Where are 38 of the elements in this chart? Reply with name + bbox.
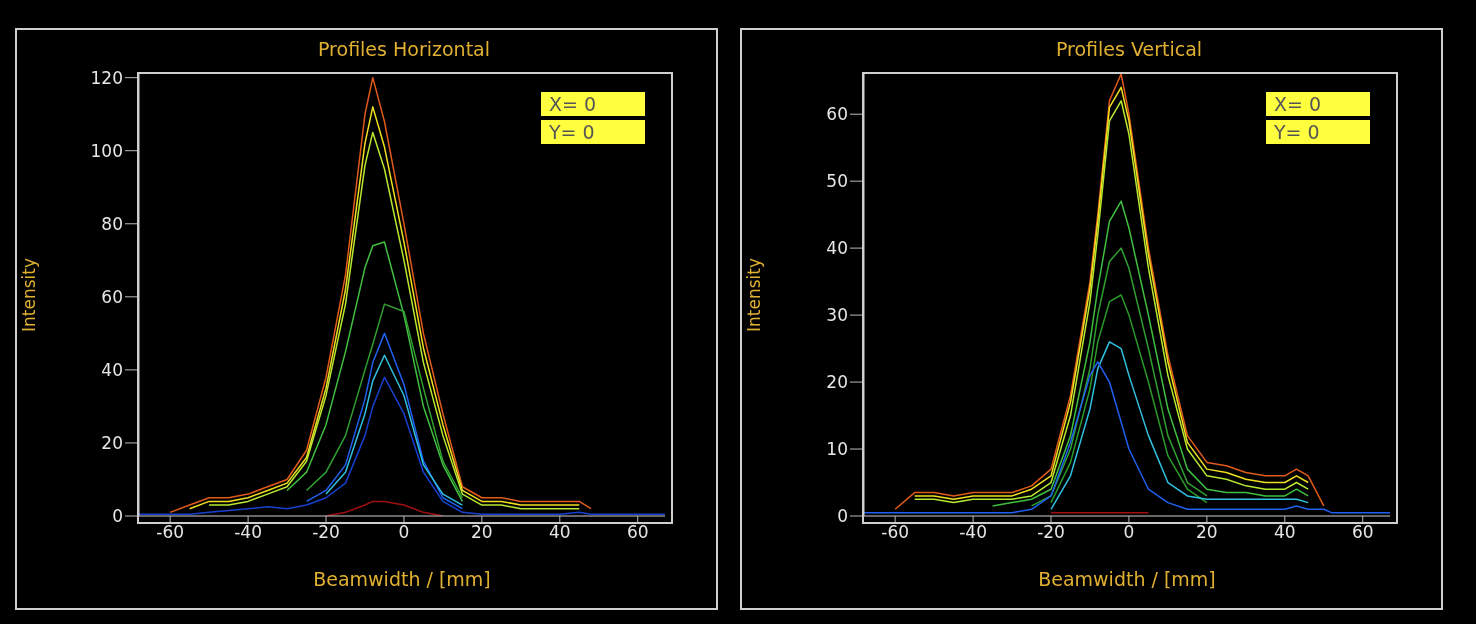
- x-tick-label: 40: [548, 522, 571, 543]
- x-tick-label: 0: [1123, 522, 1135, 543]
- y-tick-label: 20: [101, 432, 123, 453]
- x-axis-title: Beamwidth / [mm]: [313, 568, 491, 590]
- y-tick-label: 20: [826, 372, 848, 393]
- y-tick-label: 0: [112, 506, 123, 527]
- chart-title: Profiles Vertical: [1054, 38, 1204, 60]
- y-tick-label: 50: [826, 171, 848, 192]
- y-tick-label: 120: [90, 67, 123, 88]
- y-tick-label: 30: [826, 305, 848, 326]
- y-axis-title: Intensity: [19, 258, 40, 332]
- y-axis-title: Intensity: [744, 258, 765, 332]
- y-tick-label: 0: [837, 506, 848, 527]
- x-tick-label: -60: [881, 522, 910, 543]
- y-tick-label: 10: [826, 439, 848, 460]
- annotation: Y= 0: [1266, 120, 1370, 144]
- y-tick-label: 60: [826, 104, 848, 125]
- x-tick-label: 60: [1351, 522, 1374, 543]
- x-tick-label: -60: [156, 522, 185, 543]
- x-tick-label: -40: [959, 522, 987, 543]
- y-tick-label: 60: [101, 286, 123, 307]
- x-tick-label: 0: [398, 522, 410, 543]
- x-axis-title: Beamwidth / [mm]: [1038, 568, 1216, 590]
- y-tick-label: 40: [101, 359, 123, 380]
- x-tick-label: 20: [1196, 522, 1218, 543]
- annotation: X= 0: [541, 92, 645, 116]
- x-tick-label: -40: [234, 522, 262, 543]
- x-tick-label: 60: [626, 522, 649, 543]
- x-tick-label: -20: [1037, 522, 1065, 543]
- x-tick-label: -20: [312, 522, 340, 543]
- y-tick-label: 100: [90, 140, 123, 161]
- y-tick-label: 40: [826, 238, 848, 259]
- x-tick-label: 40: [1273, 522, 1296, 543]
- chart-title: Profiles Horizontal: [317, 38, 491, 60]
- y-tick-label: 80: [101, 213, 123, 234]
- annotation: Y= 0: [541, 120, 645, 144]
- annotation: X= 0: [1266, 92, 1370, 116]
- x-tick-label: 20: [471, 522, 493, 543]
